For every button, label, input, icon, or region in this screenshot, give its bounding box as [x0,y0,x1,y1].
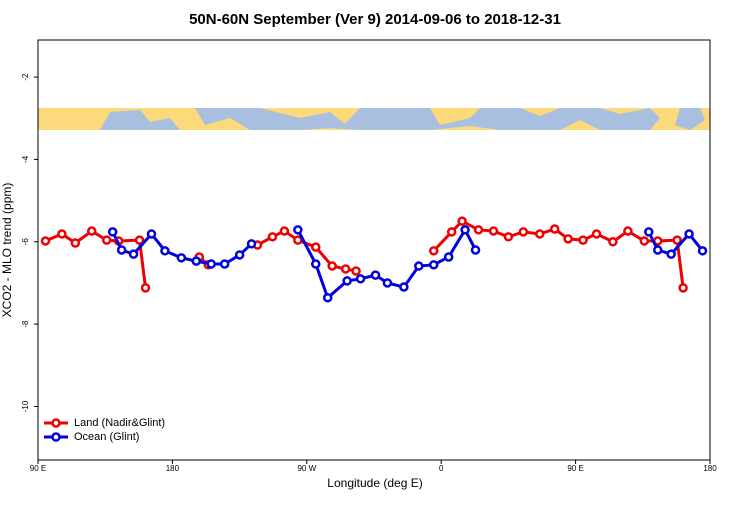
data-point [311,242,321,252]
data-point [684,229,694,239]
data-point [140,283,151,293]
data-point [473,225,484,235]
data-point [446,227,457,237]
data-point [518,227,529,237]
data-point [322,293,333,303]
data-point [311,259,321,269]
data-point [128,249,139,259]
y-tick-label: -8 [21,320,30,328]
data-point [549,224,560,234]
legend-marker [51,432,61,442]
y-tick-label: -10 [21,400,30,412]
data-point [134,235,145,245]
data-point [608,237,618,247]
data-point [457,216,467,226]
data-point [342,276,352,286]
y-tick-label: -2 [21,73,30,81]
data-point [428,260,439,270]
data-point [678,283,688,293]
data-point [503,232,514,242]
data-point [639,236,650,246]
map-strip [38,108,710,130]
data-point [414,261,424,271]
data-point [370,270,381,280]
data-point [87,226,97,236]
data-point [578,235,588,245]
data-point [697,246,708,256]
data-point [399,282,409,292]
data-point [563,234,573,244]
data-point [666,249,676,259]
y-axis-label: XCO2 - MLO trend (ppm) [0,183,14,318]
data-point [206,259,216,269]
data-point [293,225,303,235]
map-ocean [100,108,705,130]
y-tick-label: -4 [21,155,30,163]
data-point [644,227,654,237]
y-tick-label: -6 [21,238,30,246]
data-point [219,259,230,269]
data-point [293,235,303,245]
legend-label: Ocean (Glint) [74,431,139,443]
data-point [672,235,682,245]
data-point [470,245,481,255]
x-tick-label: 90 E [567,464,583,473]
data-point [623,226,633,236]
data-point [191,256,202,266]
data-point [327,261,337,271]
legend-label: Land (Nadir&Glint) [74,417,165,429]
x-tick-label: 90 E [30,464,46,473]
data-point [340,264,351,274]
data-point [57,229,67,239]
data-point [176,253,187,263]
data-point [246,239,257,249]
data-point [443,252,454,262]
data-point [279,226,290,236]
chart-title: 50N-60N September (Ver 9) 2014-09-06 to … [189,11,561,28]
x-tick-label: 180 [166,464,180,473]
data-point [40,236,51,246]
x-tick-label: 180 [703,464,717,473]
data-point [351,266,361,276]
data-point [652,245,663,255]
data-point [70,238,81,248]
data-point [116,245,127,255]
data-point [591,229,602,239]
data-point [382,278,393,288]
x-axis-label: Longitude (deg E) [327,476,422,490]
data-point [488,226,499,236]
data-point [355,274,366,284]
data-point [101,235,112,245]
x-tick-label: 0 [439,464,444,473]
data-point [267,232,278,242]
data-point [234,250,245,260]
plot-frame [37,39,711,461]
data-point [428,246,439,256]
legend-marker [51,418,61,428]
data-point [107,227,118,237]
data-point [460,225,470,235]
data-point [535,229,545,239]
data-point [146,229,157,239]
data-point [160,246,170,256]
x-tick-label: 90 W [297,464,316,473]
